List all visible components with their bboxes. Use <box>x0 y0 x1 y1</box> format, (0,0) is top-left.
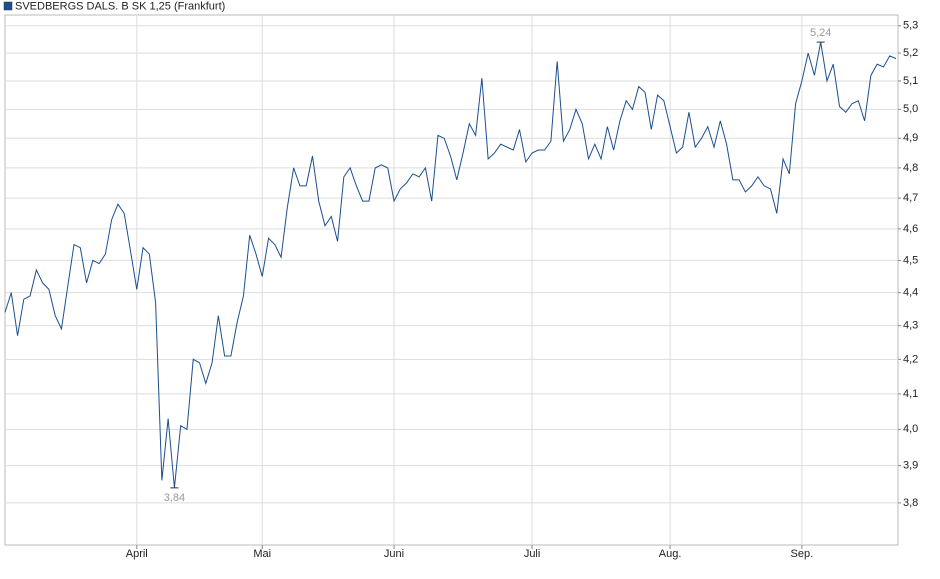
y-tick-label: 3,9 <box>903 460 918 472</box>
y-tick-label: 5,3 <box>903 20 918 32</box>
y-tick-label: 4,5 <box>903 254 918 266</box>
y-tick-label: 4,9 <box>903 132 918 144</box>
legend-swatch <box>3 1 13 11</box>
x-tick-label: Juli <box>524 548 541 560</box>
y-tick-label: 4,3 <box>903 320 918 332</box>
y-tick-label: 4,8 <box>903 162 918 174</box>
y-tick-label: 5,2 <box>903 47 918 59</box>
y-tick-label: 3,8 <box>903 497 918 509</box>
x-tick-label: Sep. <box>791 548 814 560</box>
extreme-label: 3,84 <box>164 492 185 504</box>
extreme-label: 5,24 <box>810 27 831 39</box>
x-tick-label: Juni <box>384 548 404 560</box>
y-tick-label: 5,1 <box>903 75 918 87</box>
x-tick-label: Aug. <box>659 548 682 560</box>
x-tick-label: Mai <box>253 548 271 560</box>
legend-label: SVEDBERGS DALS. B SK 1,25 (Frankfurt) <box>15 0 225 12</box>
y-tick-label: 5,0 <box>903 103 918 115</box>
y-tick-label: 4,1 <box>903 388 918 400</box>
plot-frame <box>4 14 899 546</box>
y-tick-label: 4,6 <box>903 223 918 235</box>
x-tick-label: April <box>126 548 148 560</box>
y-tick-label: 4,7 <box>903 192 918 204</box>
price-line <box>4 42 897 488</box>
y-tick-label: 4,4 <box>903 287 918 299</box>
y-tick-label: 4,2 <box>903 353 918 365</box>
y-tick-label: 4,0 <box>903 423 918 435</box>
